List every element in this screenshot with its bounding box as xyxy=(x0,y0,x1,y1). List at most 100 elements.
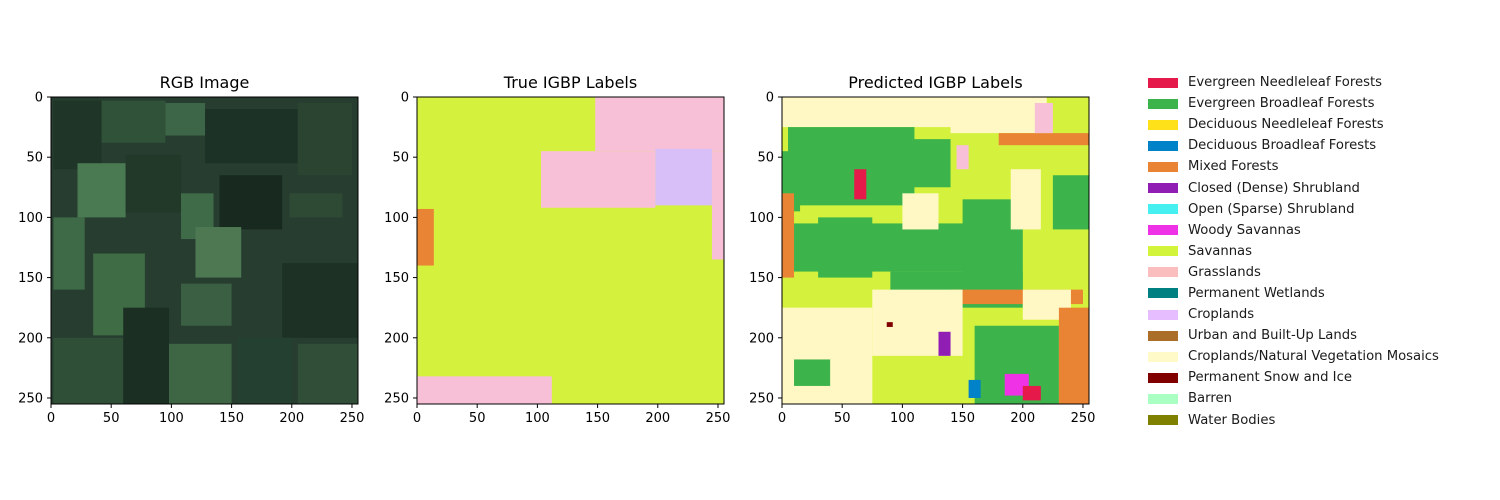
legend-item: Mixed Forests xyxy=(1148,156,1488,177)
rgb-image-ytick-label: 50 xyxy=(26,151,43,166)
predicted-labels-region-2 xyxy=(1046,97,1089,134)
rgb-image-region-19 xyxy=(297,343,358,404)
legend-swatch xyxy=(1148,183,1178,194)
rgb-image-region-5 xyxy=(77,163,126,218)
predicted-labels-xtick-label: 250 xyxy=(1071,411,1096,426)
legend-swatch xyxy=(1148,415,1178,426)
legend-swatch xyxy=(1148,225,1178,236)
predicted-labels-region-16 xyxy=(794,359,831,386)
predicted-labels-region-10 xyxy=(1052,175,1089,230)
rgb-image-region-10 xyxy=(53,217,85,290)
rgb-image-region-0 xyxy=(53,100,102,170)
legend-label: Permanent Snow and Ice xyxy=(1188,370,1352,386)
legend-label: Evergreen Broadleaf Forests xyxy=(1188,96,1375,112)
true-labels-xtick-label: 100 xyxy=(525,411,550,426)
true-labels-ytick-label: 0 xyxy=(401,91,409,106)
legend-label: Urban and Built-Up Lands xyxy=(1188,328,1357,344)
legend-swatch xyxy=(1148,140,1178,151)
predicted-labels-region-19 xyxy=(1058,307,1089,404)
legend-label: Grasslands xyxy=(1188,264,1261,280)
true-labels-region-5 xyxy=(417,376,552,404)
rgb-image-xtick-label: 250 xyxy=(340,411,365,426)
legend-label: Mixed Forests xyxy=(1188,159,1279,175)
rgb-image-xtick-label: 50 xyxy=(103,411,120,426)
legend-item: Deciduous Needleleaf Forests xyxy=(1148,114,1488,135)
legend-label: Water Bodies xyxy=(1188,412,1276,428)
predicted-labels-region-27 xyxy=(968,379,981,398)
rgb-image-xtick-label: 100 xyxy=(159,411,184,426)
legend-item: Grasslands xyxy=(1148,262,1488,283)
true-labels-ytick-label: 250 xyxy=(384,391,409,406)
legend-item: Croplands xyxy=(1148,304,1488,325)
predicted-labels-xtick-label: 200 xyxy=(1010,411,1035,426)
true-labels-ytick-label: 100 xyxy=(384,211,409,226)
rgb-image-xtick-label: 150 xyxy=(219,411,244,426)
rgb-image-ytick-label: 0 xyxy=(35,91,43,106)
legend-swatch xyxy=(1148,204,1178,215)
predicted-labels-region-26 xyxy=(938,331,951,356)
legend-label: Deciduous Needleleaf Forests xyxy=(1188,117,1384,133)
legend-label: Evergreen Needleleaf Forests xyxy=(1188,75,1382,91)
legend-item: Permanent Wetlands xyxy=(1148,283,1488,304)
predicted-labels-region-13 xyxy=(998,133,1089,146)
legend-item: Croplands/Natural Vegetation Mosaics xyxy=(1148,346,1488,367)
legend-label: Closed (Dense) Shrubland xyxy=(1188,180,1360,196)
legend-label: Croplands xyxy=(1188,307,1255,323)
legend-swatch xyxy=(1148,119,1178,130)
legend-swatch xyxy=(1148,288,1178,299)
rgb-image-region-12 xyxy=(195,227,242,278)
true-labels-panel: True IGBP Labels 0 50 100 150 200 250 0 50 100 150… xyxy=(384,73,730,426)
predicted-labels-xtick-label: 150 xyxy=(950,411,975,426)
rgb-image-region-17 xyxy=(168,343,232,404)
predicted-labels-region-24 xyxy=(956,145,969,170)
legend-swatch xyxy=(1148,351,1178,362)
predicted-labels-region-11 xyxy=(782,193,795,278)
legend-label: Deciduous Broadleaf Forests xyxy=(1188,138,1377,154)
legend-label: Permanent Wetlands xyxy=(1188,285,1325,301)
rgb-image-region-18 xyxy=(237,337,292,404)
rgb-image-xtick-label: 200 xyxy=(279,411,304,426)
rgb-image-ytick-label: 200 xyxy=(18,331,43,346)
rgb-image-region-13 xyxy=(181,283,232,326)
rgb-image-image xyxy=(51,97,358,404)
predicted-labels-ytick-label: 50 xyxy=(757,151,774,166)
true-labels-xtick-label: 0 xyxy=(413,411,421,426)
legend-item: Urban and Built-Up Lands xyxy=(1148,325,1488,346)
predicted-labels-frame xyxy=(781,96,1090,405)
rgb-image-region-15 xyxy=(53,337,124,404)
predicted-labels-region-7 xyxy=(782,223,975,272)
predicted-labels-ytick-label: 200 xyxy=(749,331,774,346)
true-labels-ytick-label: 50 xyxy=(392,151,409,166)
predicted-labels-xtick-label: 50 xyxy=(834,411,851,426)
rgb-image-region-2 xyxy=(165,103,206,136)
predicted-labels-region-1 xyxy=(950,97,1047,134)
legend-swatch xyxy=(1148,372,1178,383)
legend-swatch xyxy=(1148,309,1178,320)
rgb-image-region-1 xyxy=(101,100,166,143)
true-labels-xtick-label: 200 xyxy=(645,411,670,426)
legend-item: Permanent Snow and Ice xyxy=(1148,367,1488,388)
rgb-image-xtick-label: 0 xyxy=(47,411,55,426)
rgb-image-region-3 xyxy=(205,109,298,164)
legend-label: Woody Savannas xyxy=(1188,222,1301,238)
legend-swatch xyxy=(1148,77,1178,88)
legend-swatch xyxy=(1148,330,1178,341)
rgb-image-region-6 xyxy=(125,154,182,213)
rgb-image-title: RGB Image xyxy=(160,73,250,92)
predicted-labels-region-14 xyxy=(782,307,873,404)
legend-item: Woody Savannas xyxy=(1148,220,1488,241)
rgb-image-ytick-label: 150 xyxy=(18,271,43,286)
true-labels-region-0 xyxy=(595,97,724,152)
predicted-labels-ytick-label: 250 xyxy=(749,391,774,406)
legend-swatch xyxy=(1148,246,1178,257)
legend-swatch xyxy=(1148,161,1178,172)
legend-label: Barren xyxy=(1188,391,1232,407)
true-labels-region-4 xyxy=(417,208,434,266)
predicted-labels-xtick-label: 0 xyxy=(778,411,786,426)
legend-item: Open (Sparse) Shrubland xyxy=(1148,199,1488,220)
legend-item: Savannas xyxy=(1148,241,1488,262)
true-labels-region-3 xyxy=(711,151,724,260)
legend: Evergreen Needleleaf Forests Evergreen Br… xyxy=(1148,72,1488,431)
predicted-labels-ytick-label: 0 xyxy=(766,91,774,106)
